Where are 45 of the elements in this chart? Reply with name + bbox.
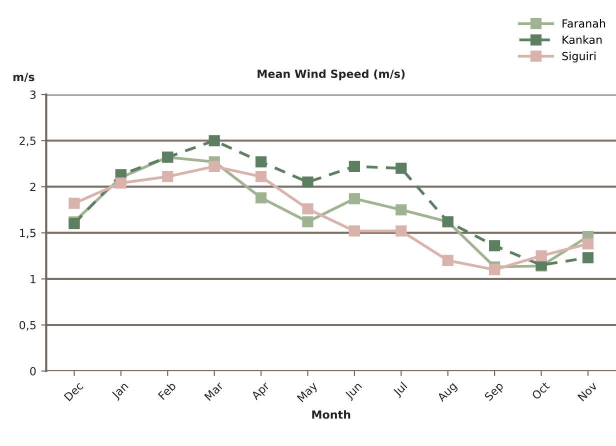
y-tick-label: 0: [30, 367, 36, 376]
point: [162, 171, 174, 182]
point: [302, 176, 314, 188]
x-tick-label: Sep: [484, 381, 506, 403]
point: [489, 240, 500, 252]
point: [348, 160, 360, 172]
x-tick-label: Jun: [344, 382, 364, 402]
y-tick-label: 2,5: [20, 136, 36, 146]
x-tick-label: Oct: [531, 381, 550, 400]
y-tick-label: 3: [30, 90, 36, 99]
legend-label: Siguiri: [562, 52, 596, 62]
point: [348, 193, 360, 204]
point: [582, 238, 594, 250]
point: [442, 254, 454, 266]
point: [582, 252, 594, 264]
point: [489, 264, 500, 276]
point: [208, 160, 220, 172]
y-tick-label: 1,5: [20, 228, 36, 238]
point: [396, 162, 407, 174]
point: [255, 156, 267, 168]
point: [348, 225, 360, 237]
y-axis-title: m/s: [13, 72, 34, 82]
y-tick-label: 1: [30, 275, 36, 284]
x-tick-label: Jan: [110, 382, 130, 401]
point: [208, 135, 220, 146]
x-axis-title: Month: [312, 410, 350, 419]
point: [302, 203, 314, 214]
x-tick-label: Mar: [204, 381, 224, 401]
point: [68, 198, 80, 209]
x-tick-label: Apr: [250, 381, 272, 402]
x-tick-label: Feb: [158, 381, 176, 400]
chart-title: Mean Wind Speed (m/s): [258, 69, 405, 80]
point: [255, 171, 267, 182]
point: [396, 225, 407, 237]
point: [302, 216, 314, 228]
y-tick-label: 0,5: [20, 320, 36, 330]
point: [255, 192, 267, 204]
legend-label: Kankan: [562, 35, 602, 44]
point: [536, 250, 547, 262]
x-tick-label: Dec: [64, 382, 84, 402]
legend-label: Faranah: [562, 19, 606, 28]
y-tick-label: 2: [30, 182, 36, 191]
point: [115, 177, 126, 189]
x-tick-label: Jul: [392, 382, 409, 398]
point: [396, 204, 407, 216]
